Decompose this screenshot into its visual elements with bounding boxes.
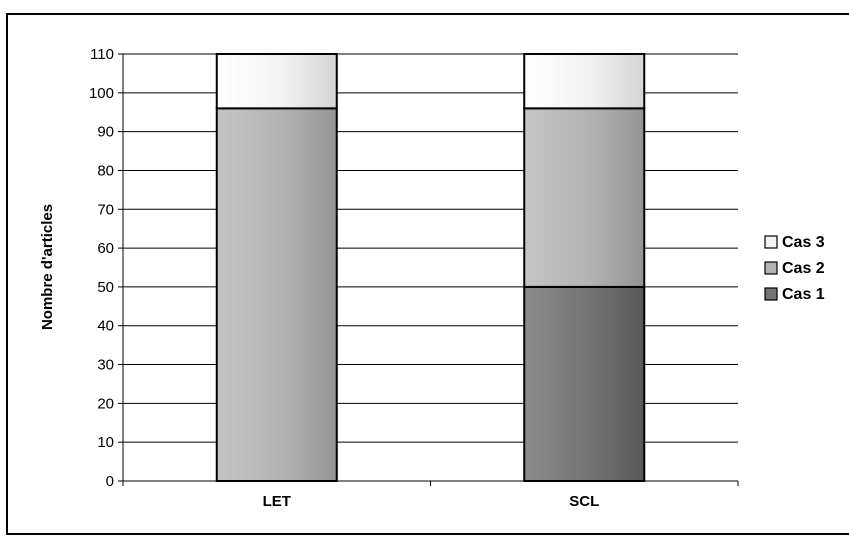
y-tick-label: 0 — [106, 473, 114, 490]
y-tick-label: 50 — [97, 279, 114, 296]
x-tick-label: SCL — [569, 493, 599, 510]
legend-label: Cas 2 — [782, 260, 825, 277]
bar-let-cas-3 — [215, 53, 338, 110]
y-tick-label: 100 — [89, 85, 114, 102]
y-axis-ticks: 0 10 20 30 40 50 60 70 80 90 100 110 — [89, 46, 123, 490]
y-tick-label: 40 — [97, 318, 114, 335]
bar-let-cas-2 — [215, 107, 338, 482]
bar-scl-cas-3 — [523, 53, 646, 110]
y-tick-label: 110 — [90, 46, 114, 63]
x-tick-label: LET — [263, 493, 291, 510]
bars — [215, 53, 646, 482]
legend-swatch-cas-1 — [764, 287, 778, 301]
bar-scl-cas-2 — [523, 107, 646, 288]
axes — [122, 54, 738, 482]
legend-label: Cas 1 — [782, 286, 825, 303]
chart-frame — [6, 13, 849, 535]
bar-scl-cas-1 — [523, 285, 646, 482]
y-tick-label: 90 — [97, 124, 114, 141]
y-tick-label: 60 — [97, 240, 114, 257]
legend-label: Cas 3 — [782, 234, 825, 251]
legend-swatch-cas-3 — [764, 235, 778, 249]
y-tick-label: 80 — [97, 162, 114, 179]
legend-swatch-cas-2 — [764, 261, 778, 275]
y-tick-label: 20 — [97, 395, 114, 412]
x-axis-ticks: LET SCL — [122, 481, 739, 510]
y-axis-label: Nombre d'articles — [39, 204, 56, 330]
y-tick-label: 70 — [97, 201, 114, 218]
legend: Cas 3 Cas 2 Cas 1 — [764, 234, 825, 303]
y-tick-label: 10 — [97, 434, 114, 451]
y-tick-label: 30 — [97, 357, 114, 374]
gridlines — [123, 53, 738, 443]
